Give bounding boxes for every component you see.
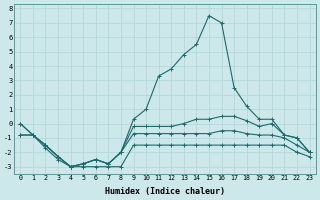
X-axis label: Humidex (Indice chaleur): Humidex (Indice chaleur) bbox=[105, 187, 225, 196]
